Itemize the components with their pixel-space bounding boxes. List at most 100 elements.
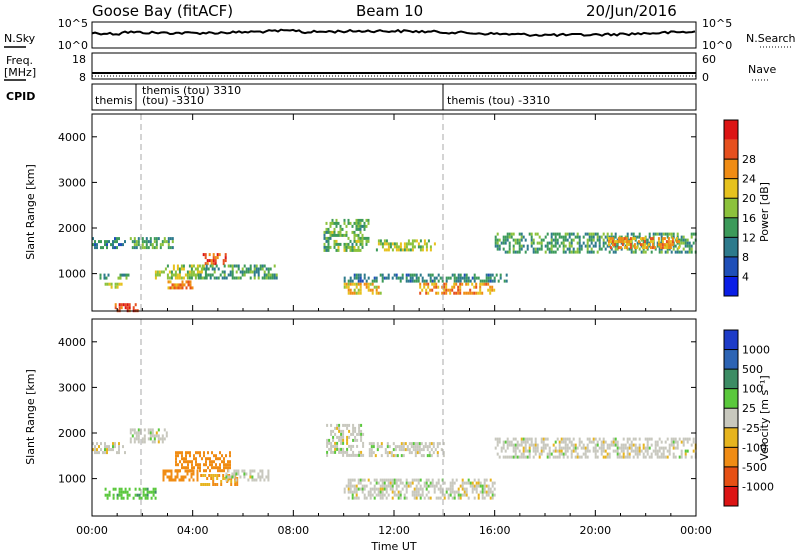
heatmap-cell [409, 248, 412, 252]
heatmap-cell [455, 279, 458, 283]
heatmap-cell [459, 484, 462, 488]
heatmap-cell [499, 273, 502, 277]
heatmap-cell [198, 264, 201, 268]
heatmap-cell [359, 242, 362, 246]
heatmap-cell [514, 443, 517, 447]
freq-tick-bottom: 8 [79, 71, 86, 84]
heatmap-cell [162, 472, 165, 476]
colorbar-swatch [724, 486, 738, 506]
heatmap-cell [660, 235, 663, 239]
heatmap-cell [630, 449, 633, 453]
heatmap-cell [550, 238, 553, 242]
heatmap-cell [349, 279, 352, 283]
heatmap-cell [548, 250, 551, 254]
heatmap-cell [184, 273, 187, 277]
heatmap-cell [124, 306, 127, 310]
heatmap-cell [385, 487, 388, 491]
heatmap-cell [481, 493, 484, 497]
heatmap-cell [397, 276, 400, 280]
heatmap-cell [150, 496, 153, 500]
heatmap-cell [208, 259, 211, 263]
heatmap-cell [546, 244, 549, 248]
heatmap-cell [125, 276, 128, 280]
heatmap-cell [629, 240, 632, 244]
heatmap-cell [217, 267, 220, 271]
heatmap-cell [114, 445, 116, 449]
heatmap-cell [417, 493, 420, 497]
heatmap-cell [213, 466, 215, 470]
heatmap-cell [437, 291, 440, 295]
heatmap-cell [227, 273, 230, 277]
heatmap-cell [148, 490, 151, 494]
heatmap-cell [138, 493, 141, 497]
heatmap-cell [158, 273, 161, 277]
heatmap-cell [465, 276, 468, 280]
heatmap-cell [608, 443, 611, 447]
heatmap-cell [485, 478, 488, 482]
heatmap-cell [469, 291, 472, 295]
heatmap-cell [596, 235, 599, 239]
heatmap-cell [168, 478, 171, 482]
heatmap-cell [189, 460, 191, 464]
heatmap-cell [195, 460, 197, 464]
heatmap-cell [644, 437, 647, 441]
heatmap-cell [429, 481, 432, 485]
heatmap-cell [381, 245, 384, 249]
heatmap-cell [340, 441, 343, 445]
heatmap-cell [520, 455, 523, 459]
heatmap-cell [592, 244, 595, 248]
heatmap-cell [144, 496, 147, 500]
heatmap-cell [133, 431, 136, 435]
heatmap-cell [373, 484, 376, 488]
heatmap-cell [205, 457, 207, 461]
heatmap-cell [469, 481, 472, 485]
heatmap-cell [514, 238, 517, 242]
heatmap-cell [640, 449, 643, 453]
heatmap-cell [383, 487, 386, 491]
heatmap-cell [427, 291, 430, 295]
heatmap-cell [137, 440, 140, 444]
heatmap-cell [362, 441, 365, 445]
heatmap-cell [419, 484, 422, 488]
heatmap-cell [544, 250, 547, 254]
heatmap-cell [600, 449, 603, 453]
heatmap-cell [642, 443, 645, 447]
heatmap-cell [416, 451, 419, 455]
heatmap-cell [600, 443, 603, 447]
heatmap-cell [668, 443, 671, 447]
heatmap-cell [209, 264, 212, 268]
heatmap-cell [664, 250, 667, 254]
heatmap-cell [576, 250, 579, 254]
heatmap-cell [143, 437, 146, 441]
heatmap-cell [638, 449, 641, 453]
heatmap-cell [193, 454, 195, 458]
heatmap-cell [667, 243, 670, 247]
heatmap-cell [257, 267, 260, 271]
heatmap-cell [241, 469, 244, 473]
heatmap-cell [355, 285, 358, 289]
heatmap-cell [633, 246, 636, 250]
heatmap-cell [112, 445, 114, 449]
heatmap-cell [169, 237, 172, 241]
heatmap-cell [423, 242, 426, 246]
heatmap-cell [211, 267, 214, 271]
heatmap-cell [137, 431, 140, 435]
heatmap-cell [367, 282, 370, 286]
heatmap-cell [173, 286, 176, 290]
heatmap-cell [612, 440, 615, 444]
heatmap-cell [508, 440, 511, 444]
heatmap-cell [502, 440, 505, 444]
heatmap-cell [610, 232, 613, 236]
heatmap-cell [560, 452, 563, 456]
heatmap-cell [359, 276, 362, 280]
heatmap-cell [325, 248, 328, 252]
heatmap-cell [560, 446, 563, 450]
colorbar-swatch [724, 139, 738, 160]
heatmap-cell [355, 484, 358, 488]
heatmap-cell [430, 454, 433, 458]
heatmap-cell [411, 481, 414, 485]
colorbar-tick-label: 500 [742, 363, 763, 376]
colorbar-swatch [724, 256, 738, 277]
heatmap-cell [602, 443, 605, 447]
heatmap-cell [353, 487, 356, 491]
